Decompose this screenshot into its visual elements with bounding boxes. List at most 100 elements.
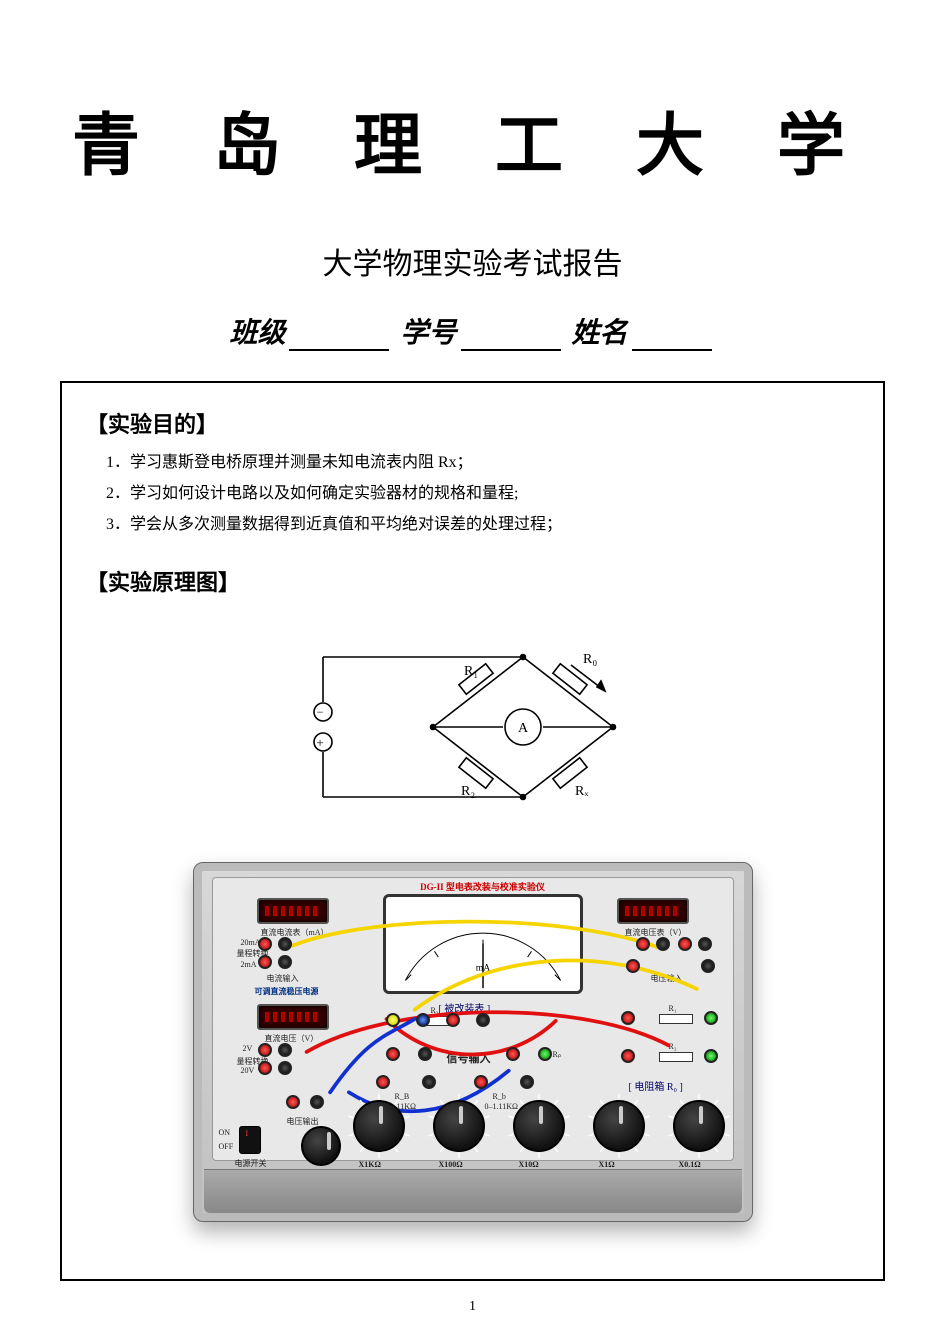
led-display xyxy=(257,1004,329,1030)
terminal xyxy=(278,1061,292,1075)
meter-unit-label: mA xyxy=(475,963,490,974)
terminal xyxy=(386,1047,400,1061)
on-label: ON xyxy=(219,1128,231,1137)
led-display xyxy=(617,898,689,924)
region-label: [ 电阻箱 R₀ ] xyxy=(629,1078,683,1093)
knob-label: X10Ω xyxy=(519,1160,539,1169)
ammeter-label: A xyxy=(517,721,528,736)
power-switch xyxy=(239,1126,261,1154)
knob-ticks xyxy=(345,1092,413,1160)
university-name: 青 岛 理 工 大 学 xyxy=(60,90,885,189)
class-blank xyxy=(289,323,389,351)
terminal xyxy=(678,937,692,951)
circuit-diagram: − + A R₁ R₀ R₂ Rₓ xyxy=(86,607,859,842)
terminal xyxy=(704,1049,718,1063)
region-label: 电流输入 xyxy=(267,973,299,984)
student-id-label: 学号 xyxy=(400,318,456,349)
knob-ticks xyxy=(425,1092,493,1160)
terminal xyxy=(422,1075,436,1089)
led-label: 直流电流表（mA） xyxy=(261,927,329,938)
knob-ticks xyxy=(505,1092,573,1160)
terminal xyxy=(376,1075,390,1089)
terminal xyxy=(286,1095,300,1109)
terminal xyxy=(626,959,640,973)
terminal xyxy=(258,1061,272,1075)
terminal xyxy=(278,955,292,969)
r3-text: R₃ xyxy=(431,1006,439,1015)
power-switch-label: 电源开关 xyxy=(235,1158,267,1169)
r2-text: R₂ xyxy=(669,1042,677,1051)
region-label: 可调直流稳压电源 xyxy=(255,986,319,997)
report-page: 青 岛 理 工 大 学 大学物理实验考试报告 班级 学号 姓名 【实验目的】 1… xyxy=(0,0,945,1335)
terminal xyxy=(621,1011,635,1025)
wheatstone-bridge-svg: − + A R₁ R₀ R₂ Rₓ xyxy=(223,607,723,837)
range-2ma: 2mA xyxy=(241,960,257,969)
terminal xyxy=(258,937,272,951)
goal-list: 1．学习惠斯登电桥原理并测量未知电流表内阻 Rx； 2．学习如何设计电路以及如何… xyxy=(106,449,859,539)
goal-item: 2．学习如何设计电路以及如何确定实验器材的规格和量程; xyxy=(106,480,859,509)
r1-label: R₁ xyxy=(464,664,478,679)
terminal xyxy=(698,937,712,951)
terminal xyxy=(310,1095,324,1109)
region-label: 电压输出 xyxy=(287,1116,319,1127)
knob-label: X1Ω xyxy=(599,1160,615,1169)
name-label: 姓名 xyxy=(572,318,628,349)
terminal xyxy=(656,937,670,951)
report-title: 大学物理实验考试报告 xyxy=(60,239,885,283)
device-case: DG-II 型电表改装与校准实验仪 南京桑普教学仪器厂 制造 直流电流表（mA）… xyxy=(193,862,753,1222)
resistor-r1 xyxy=(659,1014,693,1024)
range-20v: 20V xyxy=(241,1066,255,1075)
terminal xyxy=(506,1047,520,1061)
case-base xyxy=(204,1169,742,1213)
section-diagram-heading: 【实验原理图】 xyxy=(86,565,859,597)
section-goals-heading: 【实验目的】 xyxy=(86,407,859,439)
page-number: 1 xyxy=(0,1299,945,1315)
terminal xyxy=(704,1011,718,1025)
range-2v: 2V xyxy=(243,1044,253,1053)
r0-label: R₀ xyxy=(583,652,597,667)
terminal xyxy=(446,1013,460,1027)
r2-label: R₂ xyxy=(461,784,475,799)
resistor-r2 xyxy=(659,1052,693,1062)
student-info-line: 班级 学号 姓名 xyxy=(60,311,885,351)
knob-label: X0.1Ω xyxy=(679,1160,701,1169)
led-label: 直流电压表（V） xyxy=(625,927,687,938)
class-label: 班级 xyxy=(229,318,285,349)
terminal xyxy=(476,1013,490,1027)
student-id-blank xyxy=(461,323,561,351)
terminal xyxy=(538,1047,552,1061)
terminal xyxy=(621,1049,635,1063)
content-box: 【实验目的】 1．学习惠斯登电桥原理并测量未知电流表内阻 Rx； 2．学习如何设… xyxy=(60,381,885,1281)
device-panel: DG-II 型电表改装与校准实验仪 南京桑普教学仪器厂 制造 直流电流表（mA）… xyxy=(212,877,734,1161)
terminal xyxy=(520,1075,534,1089)
knob-label: X1KΩ xyxy=(359,1160,381,1169)
voltage-adjust-knob xyxy=(301,1126,341,1166)
device-title-text: DG-II 型电表改装与校准实验仪 xyxy=(420,882,545,892)
terminal xyxy=(416,1013,430,1027)
goal-item: 3．学会从多次测量数据得到近真值和平均绝对误差的处理过程； xyxy=(106,511,859,540)
rx-label: Rₓ xyxy=(575,784,589,799)
svg-text:+: + xyxy=(316,735,323,750)
device-photo-recreation: DG-II 型电表改装与校准实验仪 南京桑普教学仪器厂 制造 直流电流表（mA）… xyxy=(86,862,859,1222)
terminal xyxy=(278,937,292,951)
terminal xyxy=(701,959,715,973)
terminal xyxy=(386,1013,400,1027)
region-label: 电压输入 xyxy=(651,973,683,984)
terminal xyxy=(474,1075,488,1089)
knob-ticks xyxy=(585,1092,653,1160)
meter-scale-svg: mA xyxy=(386,897,580,994)
goal-item: 1．学习惠斯登电桥原理并测量未知电流表内阻 Rx； xyxy=(106,449,859,478)
wire xyxy=(330,1019,415,1092)
knob-ticks xyxy=(665,1092,733,1160)
svg-text:−: − xyxy=(316,705,323,719)
terminal xyxy=(636,937,650,951)
terminal xyxy=(258,955,272,969)
led-label: 直流电压（V） xyxy=(265,1033,319,1044)
led-display xyxy=(257,898,329,924)
terminal xyxy=(278,1043,292,1057)
off-label: OFF xyxy=(219,1142,234,1151)
analog-meter: mA xyxy=(383,894,583,994)
name-blank xyxy=(632,323,712,351)
knob-label: X100Ω xyxy=(439,1160,463,1169)
terminal xyxy=(258,1043,272,1057)
